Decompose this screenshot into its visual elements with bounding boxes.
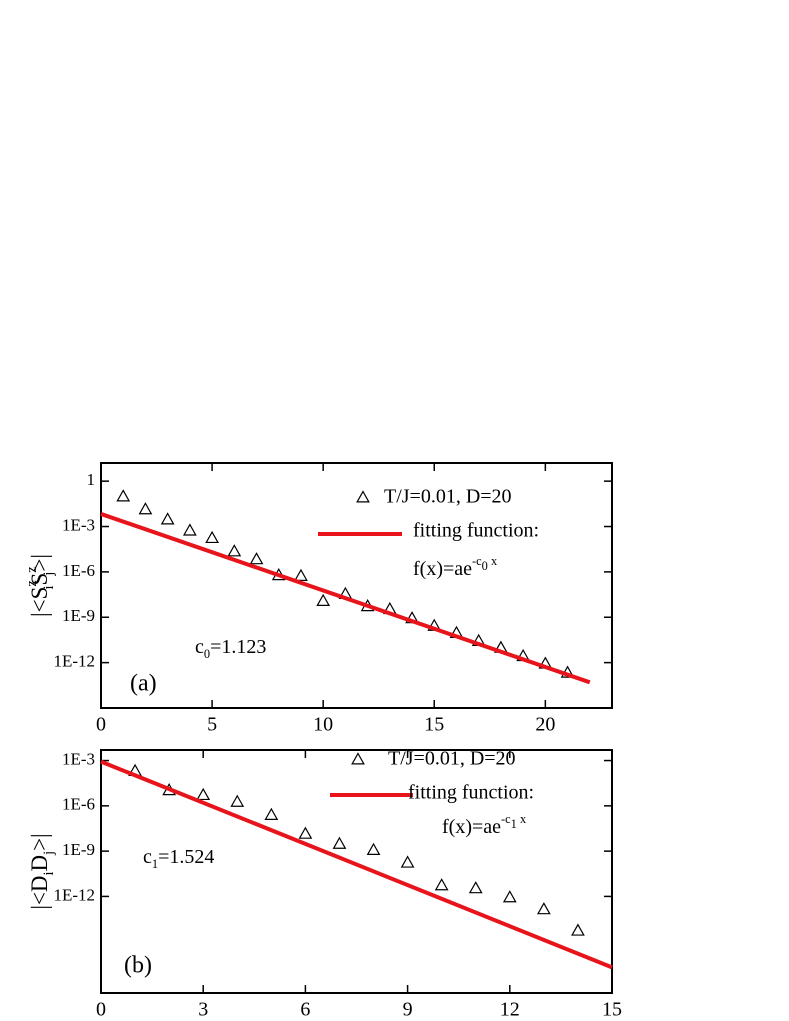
x-tick-label: 15 xyxy=(424,714,444,736)
fit-annotation-part: =1.123 xyxy=(210,636,266,658)
data-point xyxy=(294,568,308,581)
fit-formula: f(x)=ae-c0 x xyxy=(413,554,498,580)
data-point xyxy=(468,881,483,894)
y-axis-label-part: i xyxy=(41,585,57,589)
fit-annotation: c1=1.524 xyxy=(143,846,214,871)
x-tick-label: 5 xyxy=(207,714,217,736)
y-tick-label: 1E-6 xyxy=(62,561,95,580)
panel-label: (b) xyxy=(124,953,152,979)
data-point xyxy=(502,890,517,903)
data-point xyxy=(316,593,331,607)
data-point xyxy=(332,836,347,849)
data-point xyxy=(366,842,381,856)
panel-label: (a) xyxy=(130,671,157,697)
y-tick-label: 1E-6 xyxy=(62,795,95,814)
data-point xyxy=(400,855,415,868)
data-point xyxy=(536,902,551,915)
x-tick-label: 20 xyxy=(535,714,555,736)
fit-line xyxy=(100,759,613,970)
x-tick-label: 3 xyxy=(198,999,208,1021)
y-tick-label: 1 xyxy=(87,470,96,489)
y-axis-label-part: j xyxy=(41,572,57,577)
fit-formula: f(x)=ae-c1 x xyxy=(442,812,527,838)
fit-annotation-part: c xyxy=(195,636,204,658)
x-tick-label: 15 xyxy=(602,999,622,1021)
data-point xyxy=(264,807,279,820)
fit-formula-part: f(x)=ae xyxy=(413,558,472,580)
x-tick-label: 10 xyxy=(313,714,333,736)
data-point xyxy=(116,489,131,502)
y-axis-label-part: D xyxy=(27,855,52,872)
y-axis-label-part: i xyxy=(41,871,57,875)
fit-annotation-part: 1 xyxy=(152,857,158,871)
y-tick-label: 1E-12 xyxy=(53,885,95,904)
fit-formula-part: f(x)=ae xyxy=(442,816,501,838)
y-tick-label: 1E-9 xyxy=(62,840,95,859)
y-axis-label-part: z xyxy=(24,580,40,586)
fit-formula-part: -c xyxy=(472,554,482,568)
y-axis-label-part: >| xyxy=(27,833,52,851)
y-axis-label: |<SziSzj>| xyxy=(24,554,57,617)
y-axis-label-part: S xyxy=(27,573,52,586)
y-axis-label-part: z xyxy=(24,566,40,572)
data-point xyxy=(196,787,211,801)
x-tick-label: 12 xyxy=(500,999,520,1021)
fit-line xyxy=(100,512,591,685)
fit-formula-part: 1 xyxy=(511,817,517,831)
y-tick-label: 1E-9 xyxy=(62,606,95,625)
x-tick-label: 0 xyxy=(96,714,106,736)
legend-label: fitting function: xyxy=(408,782,534,804)
legend-label: T/J=0.01, D=20 xyxy=(384,486,512,508)
y-tick-label: 1E-3 xyxy=(62,749,95,768)
plot-frame xyxy=(100,749,613,994)
data-point xyxy=(434,878,449,891)
y-axis-label-part: |<S xyxy=(27,587,52,617)
fit-annotation-part: =1.524 xyxy=(158,846,214,868)
data-point xyxy=(160,512,175,525)
data-point xyxy=(182,523,197,536)
fit-annotation-part: c xyxy=(143,846,152,868)
y-tick-label: 1E-12 xyxy=(53,652,95,671)
legend-marker xyxy=(356,490,370,503)
data-point xyxy=(230,794,245,807)
fit-annotation: c0=1.123 xyxy=(195,636,266,661)
legend-marker xyxy=(351,752,365,765)
fit-formula-part: x xyxy=(488,554,498,568)
data-point xyxy=(227,544,242,557)
data-point xyxy=(205,530,219,544)
y-axis-label-part: j xyxy=(41,851,57,856)
x-tick-label: 0 xyxy=(96,999,106,1021)
data-point xyxy=(249,552,264,565)
x-tick-label: 9 xyxy=(403,999,413,1021)
fit-annotation-part: 0 xyxy=(204,647,210,661)
fit-formula-part: 0 xyxy=(482,559,488,573)
legend-label: fitting function: xyxy=(413,520,539,542)
y-tick-label: 1E-3 xyxy=(62,515,95,534)
y-axis-label: |<DiDj>| xyxy=(27,833,57,909)
x-tick-label: 6 xyxy=(300,999,310,1021)
y-axis-label-part: |<D xyxy=(27,875,52,909)
data-point xyxy=(298,826,313,839)
y-axis-label-part: >| xyxy=(27,554,52,572)
fit-formula-part: -c xyxy=(501,812,511,826)
data-point xyxy=(571,923,585,936)
plot-frame xyxy=(100,462,613,709)
fit-formula-part: x xyxy=(517,812,527,826)
data-point xyxy=(138,502,153,515)
legend-label: T/J=0.01, D=20 xyxy=(388,748,516,770)
